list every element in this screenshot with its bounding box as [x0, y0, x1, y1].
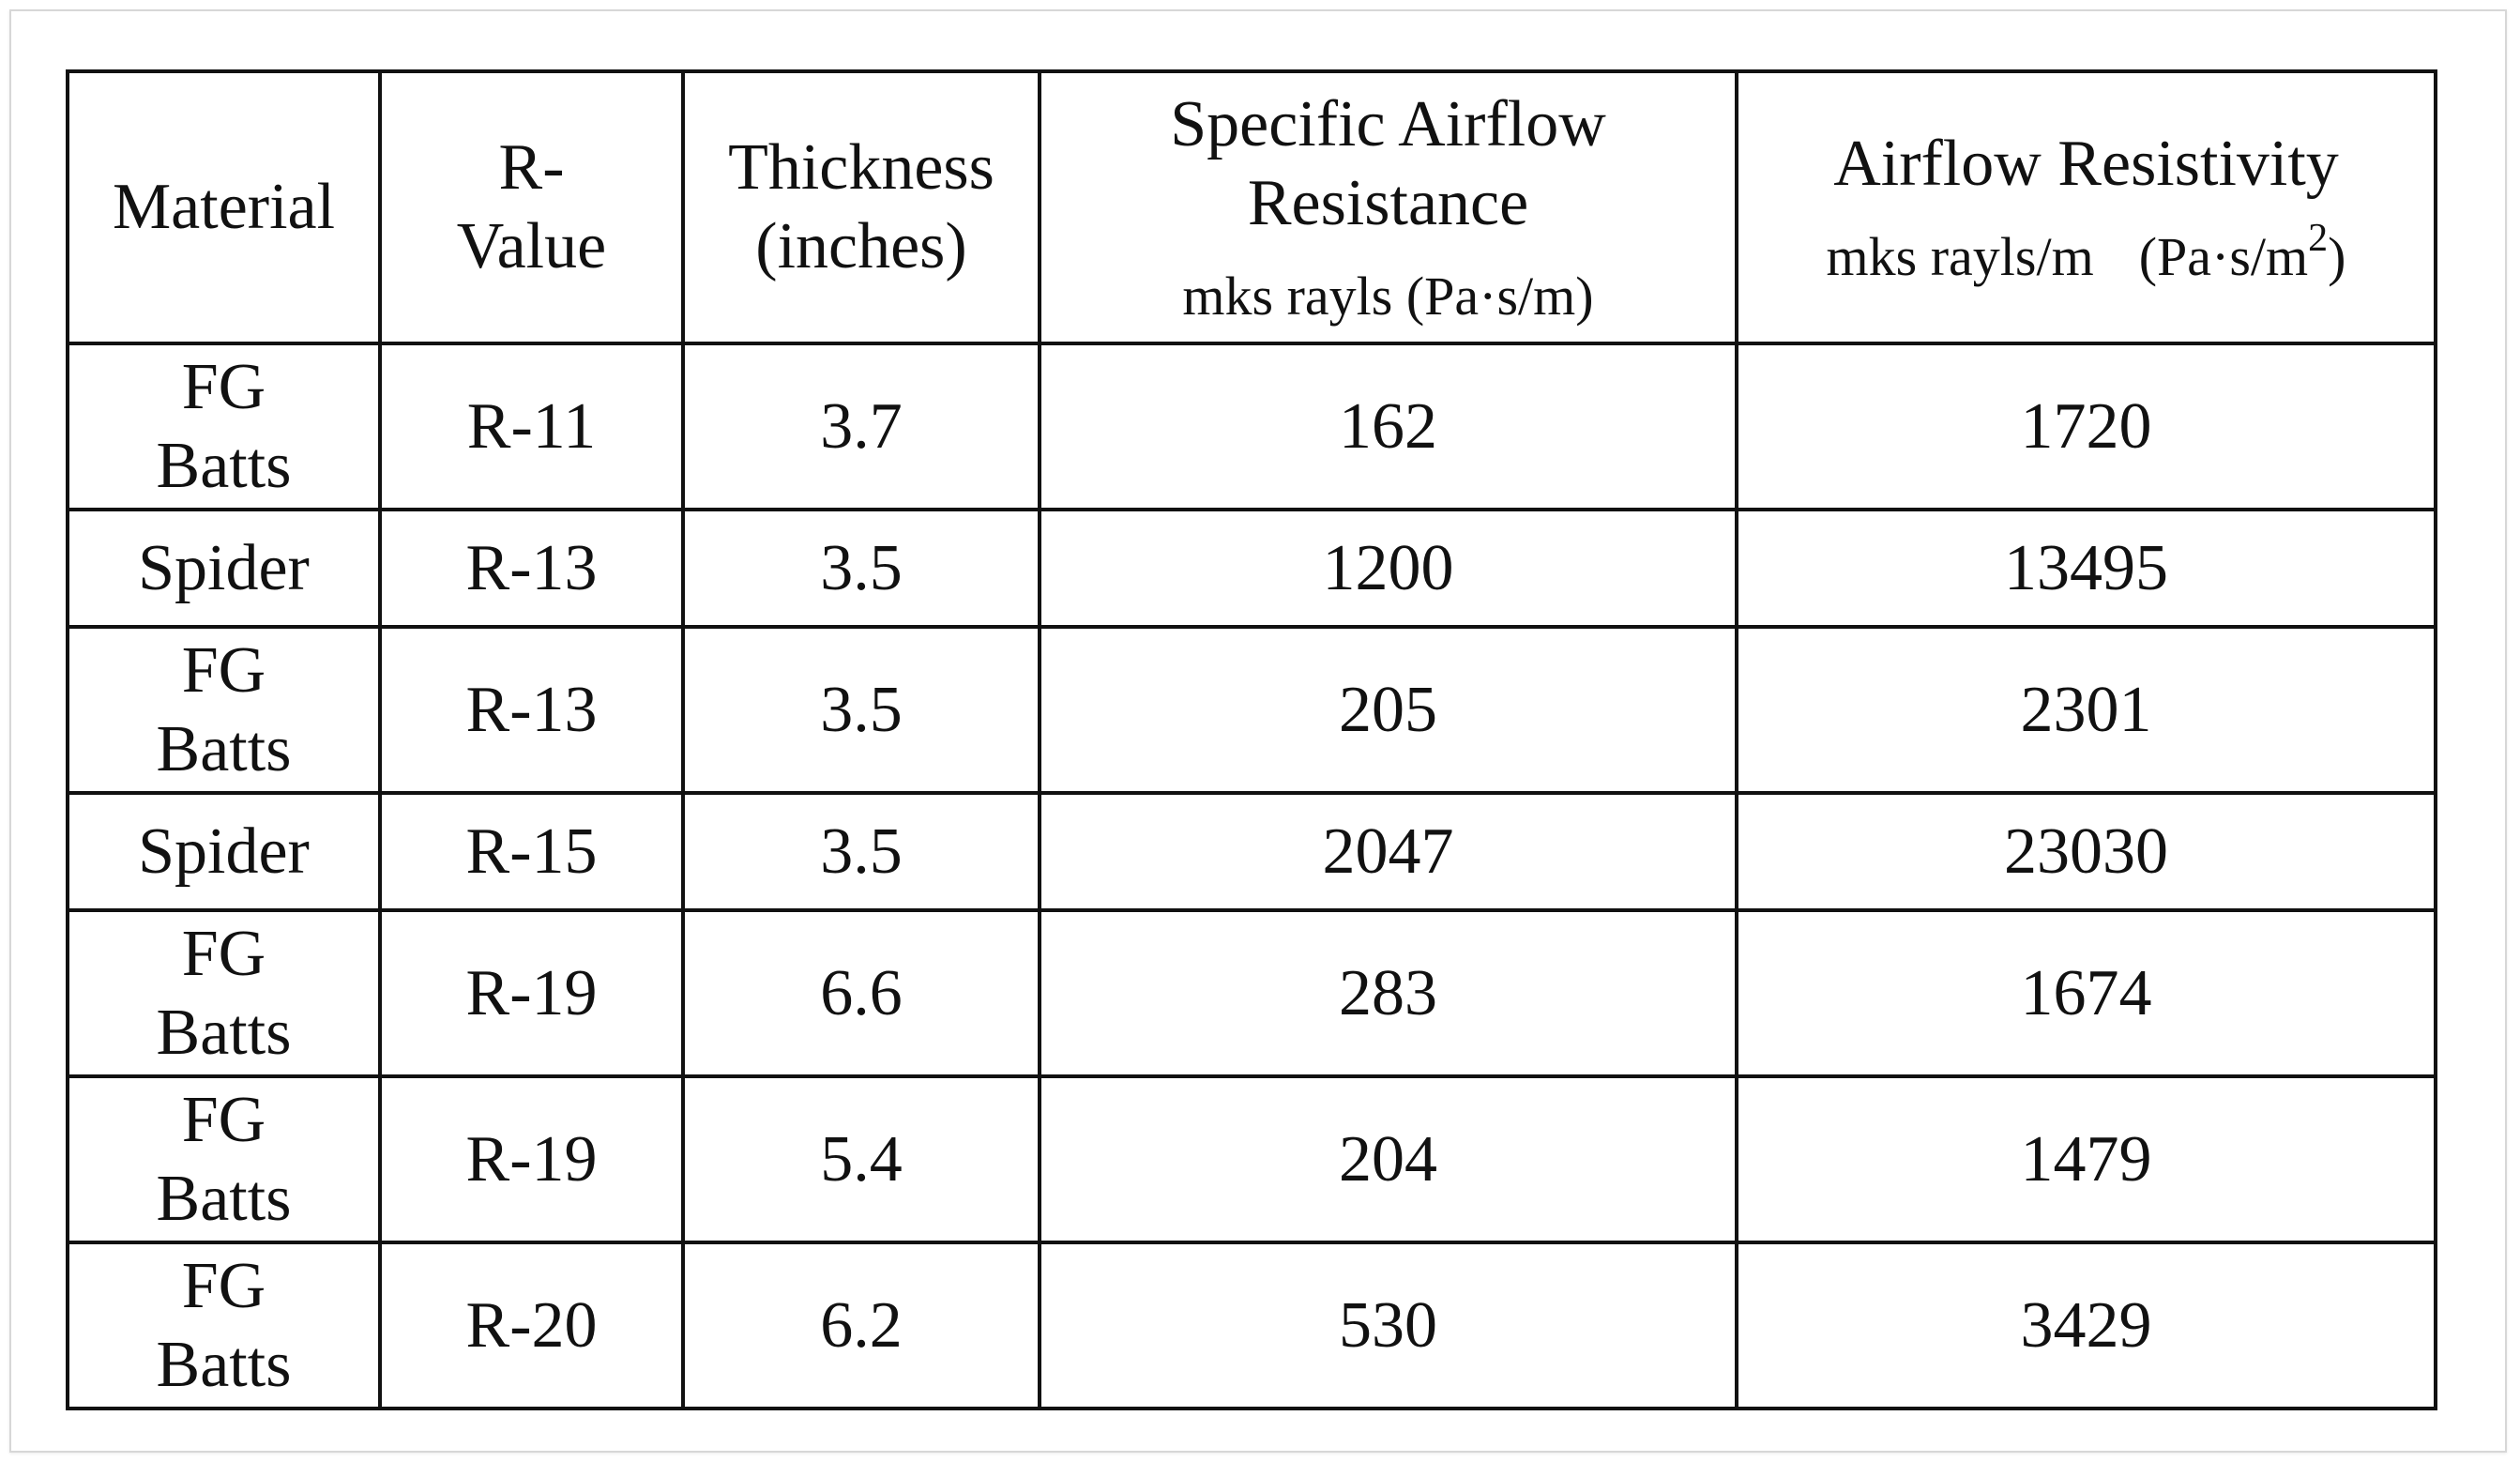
cell-specific-airflow-resistance: 530	[1038, 1241, 1738, 1410]
cell-thickness: 6.6	[681, 908, 1041, 1078]
cell-r-value: R-13	[378, 625, 685, 795]
cell-airflow-resistivity: 1674	[1735, 908, 2437, 1078]
cell-thickness: 3.7	[681, 342, 1041, 511]
header-specific-airflow-line1: Specific Airflow	[1170, 88, 1606, 160]
table-row: FG Batts R-13 3.5 205 2301	[66, 625, 2437, 795]
resistivity-unit-b: (Pa·s/m	[2138, 226, 2309, 287]
cell-material: FG Batts	[66, 1241, 382, 1410]
material-line: Batts	[156, 712, 292, 785]
cell-airflow-resistivity: 23030	[1735, 791, 2437, 912]
header-thickness-line2: (inches)	[755, 210, 967, 282]
header-r-value: R- Value	[378, 69, 685, 345]
header-airflow-resistivity: Airflow Resistivity mks rayls/m (Pa·s/m2)	[1735, 69, 2437, 345]
cell-specific-airflow-resistance: 162	[1038, 342, 1738, 511]
resistivity-unit-a: mks rayls/m	[1826, 226, 2094, 287]
table-row: Spider R-15 3.5 2047 23030	[66, 791, 2437, 912]
table-row: FG Batts R-19 6.6 283 1674	[66, 908, 2437, 1078]
cell-material: Spider	[66, 791, 382, 912]
cell-specific-airflow-resistance: 205	[1038, 625, 1738, 795]
cell-airflow-resistivity: 1720	[1735, 342, 2437, 511]
cell-r-value: R-11	[378, 342, 685, 511]
cell-r-value: R-13	[378, 508, 685, 629]
header-specific-airflow-line2: Resistance	[1247, 167, 1529, 239]
material-line: Batts	[156, 429, 292, 502]
material-line: FG	[181, 917, 266, 990]
cell-thickness: 5.4	[681, 1074, 1041, 1244]
material-line: FG	[181, 1249, 266, 1322]
cell-airflow-resistivity: 2301	[1735, 625, 2437, 795]
header-material: Material	[66, 69, 382, 345]
cell-thickness: 3.5	[681, 508, 1041, 629]
material-line: Batts	[156, 1162, 292, 1235]
header-thickness: Thickness (inches)	[681, 69, 1041, 345]
cell-thickness: 3.5	[681, 625, 1041, 795]
cell-thickness: 3.5	[681, 791, 1041, 912]
cell-specific-airflow-resistance: 204	[1038, 1074, 1738, 1244]
cell-r-value: R-15	[378, 791, 685, 912]
cell-specific-airflow-resistance: 2047	[1038, 791, 1738, 912]
table-row: FG Batts R-19 5.4 204 1479	[66, 1074, 2437, 1244]
table-row: FG Batts R-11 3.7 162 1720	[66, 342, 2437, 511]
header-material-label: Material	[112, 171, 336, 243]
cell-material: FG Batts	[66, 342, 382, 511]
cell-specific-airflow-resistance: 283	[1038, 908, 1738, 1078]
cell-r-value: R-20	[378, 1241, 685, 1410]
cell-r-value: R-19	[378, 908, 685, 1078]
cell-material: FG Batts	[66, 625, 382, 795]
resistivity-unit-exponent: 2	[2308, 216, 2329, 260]
header-airflow-resistivity-title: Airflow Resistivity	[1833, 128, 2339, 200]
header-specific-airflow-resistance: Specific Airflow Resistance mks rayls (P…	[1038, 69, 1738, 345]
resistivity-unit-close: )	[2328, 226, 2346, 287]
material-line: FG	[181, 1083, 266, 1156]
cell-airflow-resistivity: 13495	[1735, 508, 2437, 629]
material-line: Spider	[138, 815, 310, 888]
header-r-value-line1: R-	[498, 131, 565, 204]
cell-r-value: R-19	[378, 1074, 685, 1244]
table-header-row: Material R- Value Thickness (inches) Spe…	[66, 69, 2437, 345]
header-thickness-line1: Thickness	[728, 131, 994, 204]
cell-material: Spider	[66, 508, 382, 629]
table-row: FG Batts R-20 6.2 530 3429	[66, 1241, 2437, 1410]
table-row: Spider R-13 3.5 1200 13495	[66, 508, 2437, 629]
cell-specific-airflow-resistance: 1200	[1038, 508, 1738, 629]
material-line: Batts	[156, 1328, 292, 1401]
material-line: Batts	[156, 996, 292, 1069]
document-frame: Material R- Value Thickness (inches) Spe…	[9, 9, 2507, 1453]
cell-airflow-resistivity: 3429	[1735, 1241, 2437, 1410]
material-line: Spider	[138, 531, 310, 604]
insulation-airflow-table: Material R- Value Thickness (inches) Spe…	[66, 69, 2437, 1410]
header-specific-airflow-unit: mks rayls (Pa·s/m)	[1182, 266, 1594, 327]
cell-material: FG Batts	[66, 1074, 382, 1244]
material-line: FG	[181, 633, 266, 707]
cell-thickness: 6.2	[681, 1241, 1041, 1410]
material-line: FG	[181, 350, 266, 423]
header-airflow-resistivity-unit: mks rayls/m (Pa·s/m2)	[1738, 219, 2434, 290]
cell-material: FG Batts	[66, 908, 382, 1078]
cell-airflow-resistivity: 1479	[1735, 1074, 2437, 1244]
header-r-value-line2: Value	[456, 210, 607, 282]
